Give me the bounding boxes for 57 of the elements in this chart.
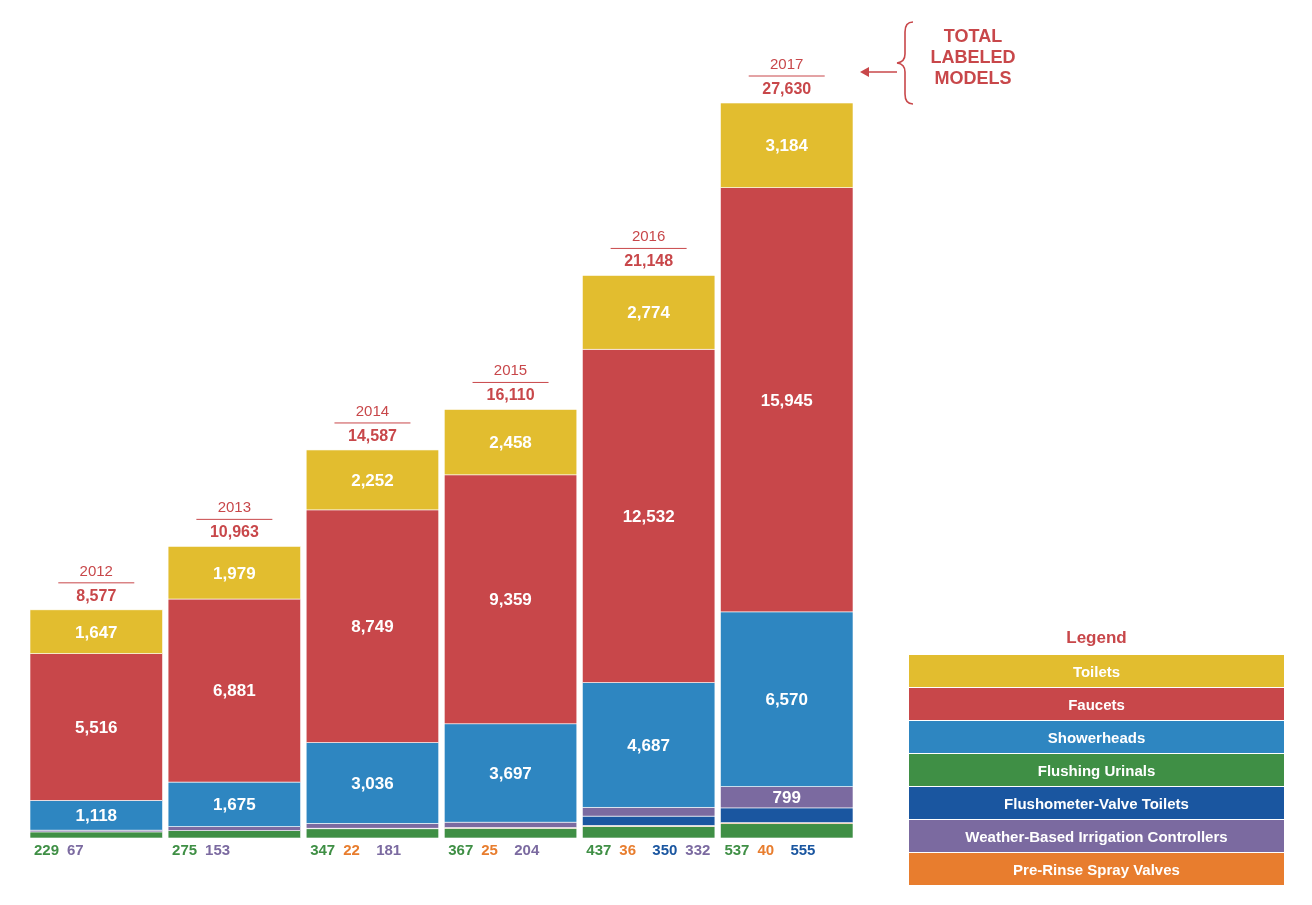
data-label: 2,774	[627, 303, 671, 323]
x-tick-label: 2016	[631, 227, 666, 245]
data-label: 799	[772, 788, 801, 808]
data-label: 15,945	[760, 390, 813, 410]
data-label: 36	[619, 841, 637, 858]
text: Showerheads	[1047, 728, 1146, 746]
x-tick-label: 2012	[79, 561, 113, 579]
data-label: 1,979	[213, 563, 256, 583]
data-label: 437	[586, 841, 612, 858]
data-label: 350	[652, 841, 678, 858]
data-label: 9,359	[489, 590, 532, 610]
data-label: 25	[481, 841, 498, 858]
data-label: 1,647	[75, 622, 118, 642]
data-label: 153	[205, 841, 231, 858]
total-label: 10,963	[209, 523, 259, 541]
data-label: 22	[343, 841, 360, 858]
data-label: 2,252	[351, 470, 394, 490]
data-label: 555	[790, 841, 816, 858]
total-label: 8,577	[76, 586, 117, 604]
data-label: 3,036	[351, 773, 394, 793]
total-label: 27,630	[762, 80, 812, 97]
text: Weather-Based Irrigation Controllers	[965, 827, 1228, 845]
data-label: 1,118	[75, 806, 118, 826]
text: Flushometer-Valve Toilets	[1004, 794, 1189, 812]
data-label: 181	[376, 841, 402, 858]
data-label: 8,749	[351, 617, 394, 637]
data-label: 347	[310, 841, 336, 858]
total-label: 16,110	[486, 386, 535, 404]
data-label: 2,458	[489, 433, 532, 453]
x-tick-label: 2013	[217, 498, 252, 516]
x-tick-label: 2015	[493, 361, 528, 379]
data-label: 1,675	[213, 795, 256, 815]
data-label: 537	[724, 841, 750, 858]
data-label: 40	[757, 841, 775, 858]
data-label: 6,570	[765, 690, 808, 710]
data-label: 229	[34, 841, 60, 858]
data-label: 5,516	[75, 717, 118, 737]
data-label: 3,184	[765, 136, 809, 156]
x-tick-label: 2017	[770, 55, 804, 72]
data-label: 3,697	[489, 763, 532, 783]
data-label: 367	[448, 841, 474, 858]
data-label: 204	[514, 841, 540, 858]
data-label: 275	[172, 841, 198, 858]
text: Faucets	[1068, 695, 1125, 713]
legend-title: Legend	[1066, 628, 1127, 647]
data-label: 12,532	[622, 506, 675, 526]
total-label: 21,148	[624, 252, 674, 270]
data-label: 4,687	[627, 735, 670, 755]
total-label: 14,587	[347, 426, 398, 444]
x-tick-label: 2014	[355, 401, 390, 419]
data-label: 67	[67, 841, 84, 858]
text: Pre-Rinse Spray Valves	[1013, 860, 1180, 878]
text: Toilets	[1072, 662, 1121, 680]
text: TOTAL LABELED MODELS	[930, 26, 1016, 88]
data-label: 332	[685, 841, 711, 858]
data-label: 6,881	[213, 681, 256, 701]
text: Flushing Urinals	[1037, 761, 1156, 779]
